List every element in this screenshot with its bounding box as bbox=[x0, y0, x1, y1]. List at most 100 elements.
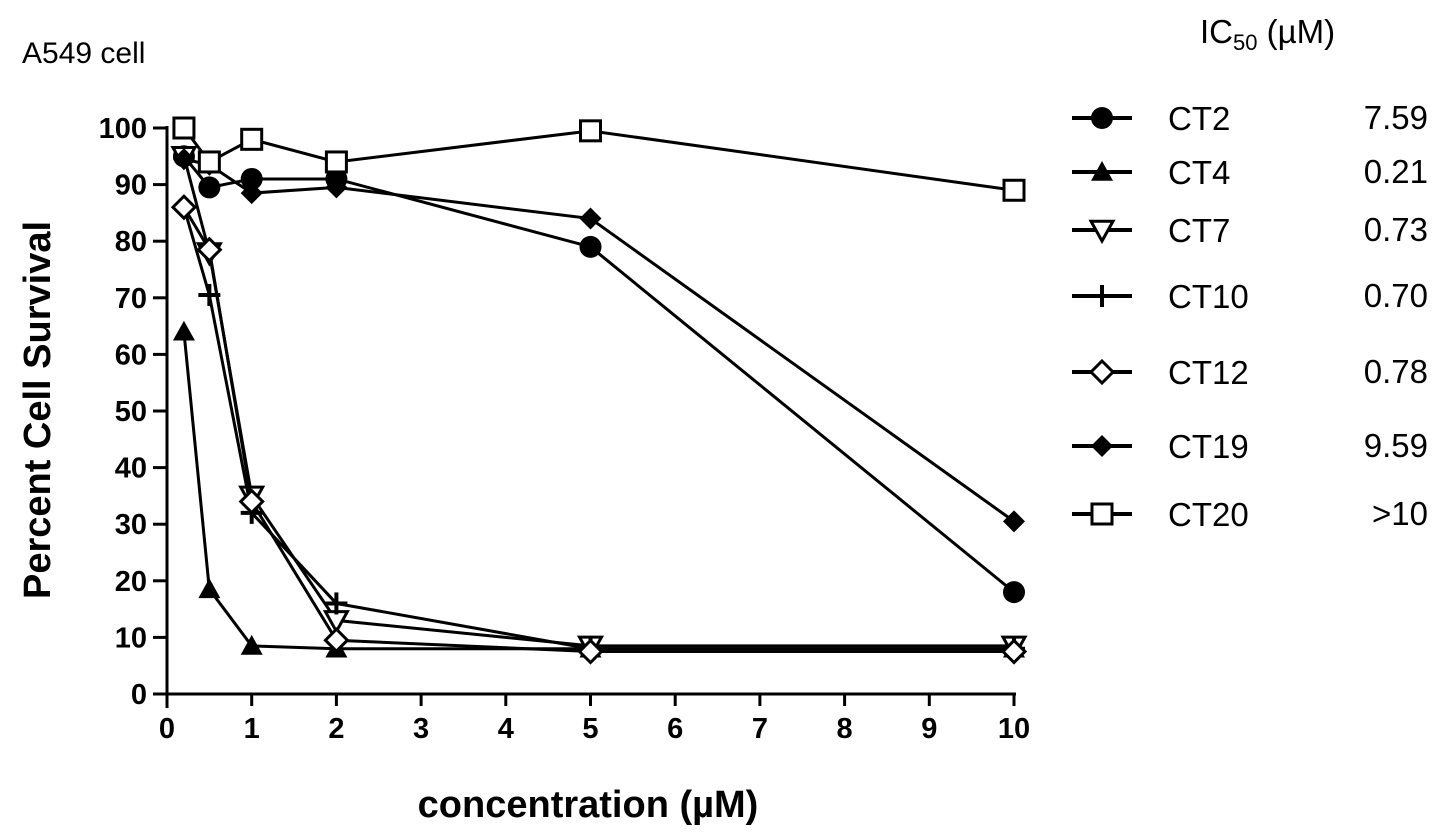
diamond-marker bbox=[172, 148, 195, 171]
legend-marker bbox=[1088, 219, 1116, 245]
data-point bbox=[238, 488, 265, 515]
chart-title: A549 cell bbox=[22, 37, 145, 70]
data-point bbox=[577, 638, 604, 665]
circle-marker bbox=[1091, 107, 1113, 129]
legend-marker bbox=[1091, 107, 1113, 129]
y-tick-label: 20 bbox=[115, 566, 147, 598]
triangle-up-marker bbox=[1091, 161, 1113, 181]
data-point bbox=[1000, 638, 1028, 665]
legend-label: CT20 bbox=[1168, 496, 1249, 533]
legend-item-ct12: CT12 0.78 bbox=[1072, 353, 1428, 391]
series-line bbox=[182, 206, 1014, 654]
legend-marker bbox=[1091, 285, 1113, 307]
legend-item-ct2: CT2 7.59 bbox=[1072, 99, 1428, 137]
data-point bbox=[172, 116, 196, 140]
y-axis-label: Percent Cell Survival bbox=[17, 221, 59, 599]
series-layer bbox=[170, 116, 1028, 665]
y-tick-label: 90 bbox=[115, 170, 147, 202]
diamond-open-marker bbox=[238, 488, 265, 515]
diamond-marker bbox=[1091, 435, 1113, 457]
diamond-open-marker bbox=[1088, 358, 1116, 386]
data-point bbox=[198, 578, 221, 599]
x-tick-label: 8 bbox=[837, 713, 853, 745]
square-open-marker bbox=[1090, 502, 1114, 526]
x-tick-label: 4 bbox=[498, 713, 514, 745]
y-tick-label: 50 bbox=[115, 396, 147, 428]
data-point bbox=[240, 127, 264, 151]
series-ct4 bbox=[172, 320, 1025, 658]
data-point bbox=[196, 236, 223, 263]
data-point bbox=[240, 167, 263, 190]
data-point bbox=[172, 148, 195, 171]
y-tick-label: 40 bbox=[115, 453, 147, 485]
x-tick-label: 9 bbox=[921, 713, 937, 745]
y-tick-label: 0 bbox=[131, 679, 147, 711]
triangle-up-marker bbox=[240, 634, 263, 655]
series-line bbox=[182, 206, 1014, 651]
diamond-open-marker bbox=[1000, 638, 1028, 665]
square-open-marker bbox=[197, 150, 221, 174]
legend-item-ct10: CT10 0.70 bbox=[1072, 277, 1428, 315]
diamond-open-marker bbox=[323, 627, 350, 654]
y-tick-label: 80 bbox=[115, 226, 147, 258]
diamond-open-marker bbox=[577, 638, 604, 665]
legend-item-ct7: CT7 0.73 bbox=[1072, 211, 1428, 249]
circle-marker bbox=[1003, 581, 1025, 604]
ic50-header-unit: (µM) bbox=[1257, 13, 1335, 50]
ic50-value: 0.70 bbox=[1364, 277, 1428, 314]
x-tick-label: 6 bbox=[667, 713, 683, 745]
y-tick-label: 10 bbox=[115, 622, 147, 654]
triangle-down-marker bbox=[1088, 219, 1116, 245]
y-tick-label: 60 bbox=[115, 339, 147, 371]
data-point bbox=[579, 235, 602, 258]
ic50-value: 7.59 bbox=[1364, 99, 1428, 136]
diamond-marker bbox=[1003, 510, 1025, 533]
circle-marker bbox=[198, 176, 221, 199]
ic50-value: 0.21 bbox=[1364, 153, 1428, 190]
square-open-marker bbox=[240, 127, 264, 151]
legend-marker bbox=[1090, 502, 1114, 526]
ic50-value: 0.78 bbox=[1364, 353, 1428, 390]
ic50-value: >10 bbox=[1372, 495, 1428, 532]
diamond-marker bbox=[579, 207, 602, 230]
square-open-marker bbox=[324, 150, 348, 174]
legend-label: CT2 bbox=[1168, 100, 1230, 137]
legend-marker bbox=[1091, 161, 1113, 181]
data-point bbox=[323, 627, 350, 654]
triangle-up-marker bbox=[172, 320, 195, 341]
diamond-marker bbox=[325, 176, 348, 199]
data-point bbox=[1003, 510, 1025, 533]
diamond-marker bbox=[240, 182, 263, 205]
x-tick-label: 3 bbox=[413, 713, 429, 745]
data-point bbox=[197, 150, 221, 174]
ic50-header-main: IC bbox=[1200, 13, 1233, 50]
data-point bbox=[172, 320, 195, 341]
data-point bbox=[1003, 581, 1025, 604]
x-tick-label: 7 bbox=[752, 713, 768, 745]
diamond-open-marker bbox=[196, 236, 223, 263]
data-point bbox=[240, 182, 263, 205]
series-ct10 bbox=[172, 196, 1025, 660]
x-tick-label: 5 bbox=[582, 713, 598, 745]
x-tick-label: 1 bbox=[244, 713, 260, 745]
y-tick-label: 70 bbox=[115, 283, 147, 315]
data-point bbox=[325, 176, 348, 199]
x-tick-label: 0 bbox=[159, 713, 175, 745]
data-point bbox=[198, 176, 221, 199]
series-line bbox=[183, 157, 1015, 523]
ic50-value: 9.59 bbox=[1364, 427, 1428, 464]
series-line bbox=[182, 155, 1015, 594]
legend-item-ct20: CT20 >10 bbox=[1072, 495, 1428, 533]
series-ct19 bbox=[172, 148, 1025, 533]
data-point bbox=[240, 634, 263, 655]
ic50-value: 0.73 bbox=[1364, 211, 1428, 248]
ic50-header-sub: 50 bbox=[1233, 30, 1257, 55]
legend-label: CT19 bbox=[1168, 428, 1249, 465]
triangle-up-marker bbox=[198, 578, 221, 599]
series-ct12 bbox=[170, 194, 1028, 665]
data-point bbox=[324, 150, 348, 174]
x-axis-label: concentration (µM) bbox=[418, 784, 759, 826]
